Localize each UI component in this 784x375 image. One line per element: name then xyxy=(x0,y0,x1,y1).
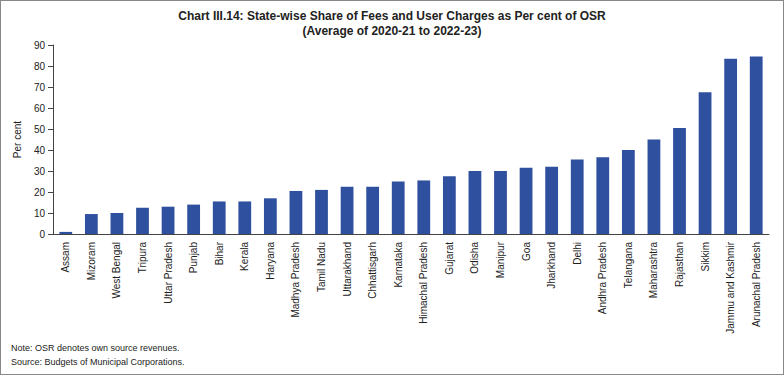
svg-text:Karnataka: Karnataka xyxy=(393,242,404,288)
svg-text:Source: Budgets of Municipal C: Source: Budgets of Municipal Corporation… xyxy=(11,357,185,367)
svg-text:Manipur: Manipur xyxy=(495,241,506,278)
svg-text:Tripura: Tripura xyxy=(137,242,148,274)
svg-text:Sikkim: Sikkim xyxy=(700,242,711,271)
svg-text:0: 0 xyxy=(39,229,45,240)
svg-text:80: 80 xyxy=(34,61,46,72)
svg-text:30: 30 xyxy=(34,166,46,177)
svg-text:Chhattisgarh: Chhattisgarh xyxy=(367,242,378,299)
svg-text:Telangana: Telangana xyxy=(623,242,634,289)
svg-text:Delhi: Delhi xyxy=(572,242,583,265)
svg-text:Kerala: Kerala xyxy=(239,242,250,271)
svg-text:Note: OSR denotes own source r: Note: OSR denotes own source revenues. xyxy=(11,343,180,353)
svg-text:Punjab: Punjab xyxy=(188,242,199,274)
svg-text:Madhya Pradesh: Madhya Pradesh xyxy=(290,242,301,318)
svg-text:Uttar Pradesh: Uttar Pradesh xyxy=(163,242,174,304)
svg-text:(Average of 2020-21 to 2022-23: (Average of 2020-21 to 2022-23) xyxy=(303,24,482,38)
svg-text:Goa: Goa xyxy=(521,242,532,261)
svg-text:Odisha: Odisha xyxy=(469,242,480,274)
svg-text:Haryana: Haryana xyxy=(265,242,276,280)
svg-text:Bihar: Bihar xyxy=(214,241,225,265)
svg-text:Jharkhand: Jharkhand xyxy=(546,242,557,289)
svg-text:Rajasthan: Rajasthan xyxy=(674,242,685,287)
svg-text:Tamil Nadu: Tamil Nadu xyxy=(316,242,327,292)
svg-text:Assam: Assam xyxy=(60,242,71,273)
svg-text:Arunachal Pradesh: Arunachal Pradesh xyxy=(751,242,762,327)
svg-text:20: 20 xyxy=(34,187,46,198)
svg-text:Uttarakhand: Uttarakhand xyxy=(342,242,353,296)
svg-text:West Bengal: West Bengal xyxy=(111,242,122,299)
svg-text:Himachal Pradesh: Himachal Pradesh xyxy=(418,242,429,324)
svg-text:40: 40 xyxy=(34,145,46,156)
svg-text:Gujarat: Gujarat xyxy=(444,242,455,275)
svg-text:Chart III.14: State-wise Share: Chart III.14: State-wise Share of Fees a… xyxy=(178,9,606,23)
svg-text:Jammu and Kashmir: Jammu and Kashmir xyxy=(725,241,736,333)
svg-text:60: 60 xyxy=(34,103,46,114)
svg-text:70: 70 xyxy=(34,82,46,93)
svg-text:Mizoram: Mizoram xyxy=(86,242,97,280)
svg-text:Per cent: Per cent xyxy=(12,121,23,158)
svg-text:10: 10 xyxy=(34,208,46,219)
svg-text:Maharashtra: Maharashtra xyxy=(648,242,659,299)
svg-text:Andhra Pradesh: Andhra Pradesh xyxy=(597,242,608,314)
svg-text:50: 50 xyxy=(34,124,46,135)
svg-text:90: 90 xyxy=(34,40,46,51)
